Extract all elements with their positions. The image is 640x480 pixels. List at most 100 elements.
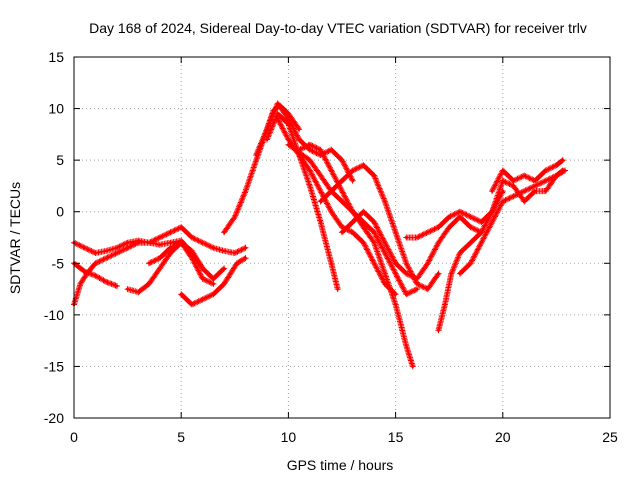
series-sat-08: [253, 100, 356, 184]
data-point: [297, 127, 301, 131]
data-point: [104, 249, 108, 253]
data-point: [244, 189, 248, 193]
data-point: [222, 230, 226, 234]
data-point: [229, 272, 233, 276]
data-point: [340, 179, 344, 183]
data-point: [179, 292, 183, 296]
data-point: [329, 168, 333, 172]
data-point: [426, 230, 430, 234]
data-point: [447, 225, 451, 229]
x-tick-label: 5: [177, 429, 185, 445]
data-point: [286, 122, 290, 126]
data-point: [319, 199, 323, 203]
data-point: [361, 210, 365, 214]
data-point: [490, 210, 494, 214]
data-point: [276, 117, 280, 121]
data-point: [340, 189, 344, 193]
data-point: [201, 277, 205, 281]
data-point: [222, 282, 226, 286]
data-point: [211, 246, 215, 250]
data-point: [286, 138, 290, 142]
data-point: [479, 241, 483, 245]
y-axis-label: SDTVAR / TECUs: [7, 182, 23, 294]
data-point: [297, 148, 301, 152]
data-point: [233, 251, 237, 255]
data-point: [235, 261, 239, 265]
data-point: [544, 168, 548, 172]
data-point: [78, 282, 82, 286]
data-point: [190, 236, 194, 239]
data-point: [469, 261, 473, 265]
axis-ticks: 0 5 10 15 20 25 -20 -15 -10 -5 0 5 10 15: [44, 49, 618, 445]
data-point: [329, 261, 333, 265]
data-point: [158, 256, 162, 260]
y-tick-label: 15: [48, 49, 64, 65]
data-point: [244, 256, 248, 260]
series-sat-06: [178, 255, 249, 308]
data-point: [319, 189, 323, 193]
data-point: [404, 236, 408, 239]
data-point: [308, 143, 312, 147]
data-point: [372, 261, 376, 265]
data-point: [115, 284, 119, 288]
data-point: [449, 272, 453, 276]
data-point: [265, 138, 269, 142]
data-point: [415, 287, 419, 291]
data-point: [361, 220, 365, 224]
data-point: [297, 138, 301, 142]
data-point: [336, 287, 340, 291]
data-point: [512, 179, 516, 183]
series-sat-05: [146, 239, 228, 282]
data-point: [179, 225, 183, 229]
data-point: [308, 184, 312, 188]
data-point: [351, 230, 355, 234]
data-point: [533, 189, 537, 193]
data-point: [83, 270, 87, 274]
data-point: [479, 220, 483, 224]
data-point: [458, 251, 462, 255]
data-point: [372, 230, 376, 234]
data-point: [361, 225, 365, 229]
data-point: [83, 246, 87, 250]
data-point: [383, 251, 387, 255]
data-point: [168, 251, 172, 255]
data-point: [104, 256, 108, 260]
data-point: [394, 261, 398, 265]
data-point: [383, 272, 387, 276]
data-point: [211, 282, 215, 286]
data-point: [233, 215, 237, 219]
data-point: [276, 101, 280, 105]
data-point: [126, 241, 130, 245]
data-point: [394, 272, 398, 276]
data-point: [544, 189, 548, 193]
data-point: [415, 282, 419, 286]
data-point: [469, 241, 473, 245]
y-tick-label: 10: [48, 101, 64, 117]
data-point: [522, 189, 526, 193]
series-sat-16: [435, 177, 506, 334]
data-point: [115, 246, 119, 250]
data-point: [436, 225, 440, 229]
data-point: [512, 194, 516, 198]
data-points: [71, 100, 568, 370]
data-point: [372, 220, 376, 224]
data-point: [490, 189, 494, 193]
data-point: [211, 292, 215, 296]
series-sat-19: [499, 167, 568, 205]
data-point: [329, 148, 333, 152]
data-point: [404, 272, 408, 276]
data-point: [479, 230, 483, 234]
data-point: [372, 174, 376, 178]
x-tick-label: 10: [281, 429, 297, 445]
data-point: [394, 292, 398, 296]
data-point: [490, 220, 494, 224]
data-point: [147, 261, 151, 265]
data-point: [168, 230, 172, 234]
data-point: [458, 272, 462, 276]
data-point: [501, 179, 505, 183]
data-point: [244, 246, 248, 250]
y-tick-label: 0: [56, 204, 64, 220]
data-point: [351, 220, 355, 224]
data-point: [501, 199, 505, 203]
